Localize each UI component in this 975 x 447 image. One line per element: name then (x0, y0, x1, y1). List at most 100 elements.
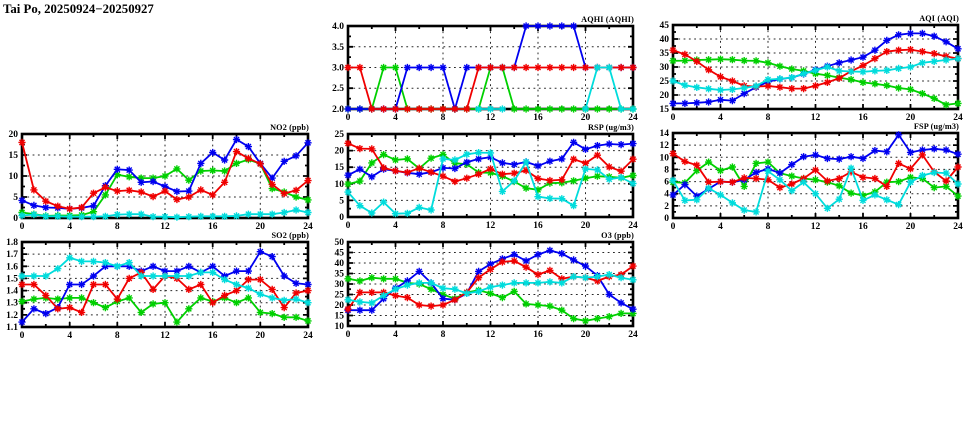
svg-text:SO2 (ppb): SO2 (ppb) (271, 231, 309, 240)
svg-text:12: 12 (660, 141, 670, 151)
svg-text:24: 24 (953, 113, 963, 123)
svg-text:16: 16 (533, 330, 543, 340)
svg-text:1.5: 1.5 (6, 274, 18, 284)
svg-text:NO2 (ppb): NO2 (ppb) (270, 123, 309, 132)
svg-text:16: 16 (533, 221, 543, 231)
svg-text:40: 40 (335, 259, 345, 269)
svg-text:0: 0 (664, 214, 669, 224)
svg-text:24: 24 (303, 331, 313, 341)
svg-text:30: 30 (335, 280, 345, 290)
svg-text:12: 12 (160, 331, 170, 341)
svg-text:RSP (ug/m3): RSP (ug/m3) (588, 123, 634, 132)
svg-text:10: 10 (9, 172, 19, 182)
svg-text:45: 45 (335, 249, 345, 259)
svg-text:4: 4 (664, 190, 669, 200)
svg-text:25: 25 (660, 77, 670, 87)
svg-text:1.6: 1.6 (6, 262, 18, 272)
svg-text:40: 40 (660, 35, 670, 45)
svg-text:5: 5 (13, 193, 18, 203)
svg-text:O3 (ppb): O3 (ppb) (601, 231, 634, 240)
svg-text:24: 24 (953, 222, 963, 232)
svg-text:0: 0 (346, 330, 351, 340)
svg-text:12: 12 (486, 113, 496, 123)
svg-text:1.8: 1.8 (6, 238, 18, 248)
svg-text:20: 20 (335, 301, 345, 311)
svg-text:20: 20 (256, 331, 266, 341)
svg-text:24: 24 (628, 330, 638, 340)
svg-text:35: 35 (660, 49, 670, 59)
svg-text:10: 10 (335, 322, 345, 332)
svg-text:20: 20 (906, 113, 916, 123)
svg-text:24: 24 (628, 113, 638, 123)
svg-text:4: 4 (67, 331, 72, 341)
svg-text:0: 0 (20, 222, 25, 232)
svg-text:0: 0 (339, 213, 344, 223)
svg-text:5: 5 (339, 196, 344, 206)
svg-text:Tai Po, 20250924−20250927: Tai Po, 20250924−20250927 (3, 2, 154, 16)
svg-text:FSP (ug/m3): FSP (ug/m3) (914, 122, 959, 131)
svg-text:24: 24 (628, 221, 638, 231)
svg-text:4: 4 (393, 330, 398, 340)
svg-text:20: 20 (9, 130, 19, 140)
svg-text:1.3: 1.3 (6, 299, 18, 309)
svg-text:3.0: 3.0 (332, 64, 344, 74)
svg-text:4: 4 (718, 222, 723, 232)
svg-text:16: 16 (858, 113, 868, 123)
svg-text:45: 45 (660, 21, 670, 31)
svg-text:6: 6 (664, 178, 669, 188)
svg-text:16: 16 (208, 331, 218, 341)
svg-text:10: 10 (660, 153, 670, 163)
svg-text:0: 0 (20, 331, 25, 341)
svg-text:0: 0 (346, 221, 351, 231)
svg-text:20: 20 (906, 222, 916, 232)
svg-text:16: 16 (858, 222, 868, 232)
svg-text:12: 12 (811, 222, 821, 232)
svg-text:10: 10 (335, 180, 345, 190)
svg-text:15: 15 (660, 105, 670, 115)
svg-text:AQI (AQI): AQI (AQI) (919, 14, 959, 23)
svg-text:8: 8 (441, 330, 446, 340)
svg-text:8: 8 (115, 222, 120, 232)
svg-text:12: 12 (160, 222, 170, 232)
svg-text:15: 15 (9, 151, 19, 161)
svg-text:16: 16 (533, 113, 543, 123)
svg-text:8: 8 (115, 331, 120, 341)
svg-text:35: 35 (335, 270, 345, 280)
svg-text:0: 0 (13, 214, 18, 224)
svg-text:20: 20 (581, 330, 591, 340)
svg-text:0: 0 (671, 113, 676, 123)
svg-text:0: 0 (671, 222, 676, 232)
svg-text:1.2: 1.2 (6, 311, 18, 321)
svg-text:20: 20 (335, 147, 345, 157)
svg-text:4: 4 (393, 221, 398, 231)
svg-text:8: 8 (441, 113, 446, 123)
svg-text:12: 12 (811, 113, 821, 123)
svg-text:15: 15 (335, 312, 345, 322)
svg-text:50: 50 (335, 238, 345, 248)
svg-text:1.4: 1.4 (6, 287, 18, 297)
svg-text:4.0: 4.0 (332, 22, 344, 32)
svg-text:8: 8 (441, 221, 446, 231)
svg-text:12: 12 (486, 221, 496, 231)
svg-text:0: 0 (346, 113, 351, 123)
svg-text:4: 4 (393, 113, 398, 123)
svg-text:20: 20 (256, 222, 266, 232)
svg-text:20: 20 (581, 113, 591, 123)
svg-text:4: 4 (718, 113, 723, 123)
svg-text:20: 20 (660, 91, 670, 101)
svg-text:24: 24 (303, 222, 313, 232)
svg-text:16: 16 (208, 222, 218, 232)
svg-text:12: 12 (486, 330, 496, 340)
svg-text:1.1: 1.1 (6, 323, 18, 333)
svg-text:15: 15 (335, 163, 345, 173)
svg-text:3.5: 3.5 (332, 43, 344, 53)
svg-text:25: 25 (335, 130, 345, 140)
svg-text:30: 30 (660, 63, 670, 73)
svg-text:1.7: 1.7 (6, 250, 18, 260)
svg-text:2.0: 2.0 (332, 105, 344, 115)
svg-text:AQHI (AQHI): AQHI (AQHI) (581, 15, 634, 24)
svg-text:2: 2 (664, 202, 669, 212)
svg-text:8: 8 (664, 165, 669, 175)
svg-text:2.5: 2.5 (332, 84, 344, 94)
svg-text:25: 25 (335, 291, 345, 301)
